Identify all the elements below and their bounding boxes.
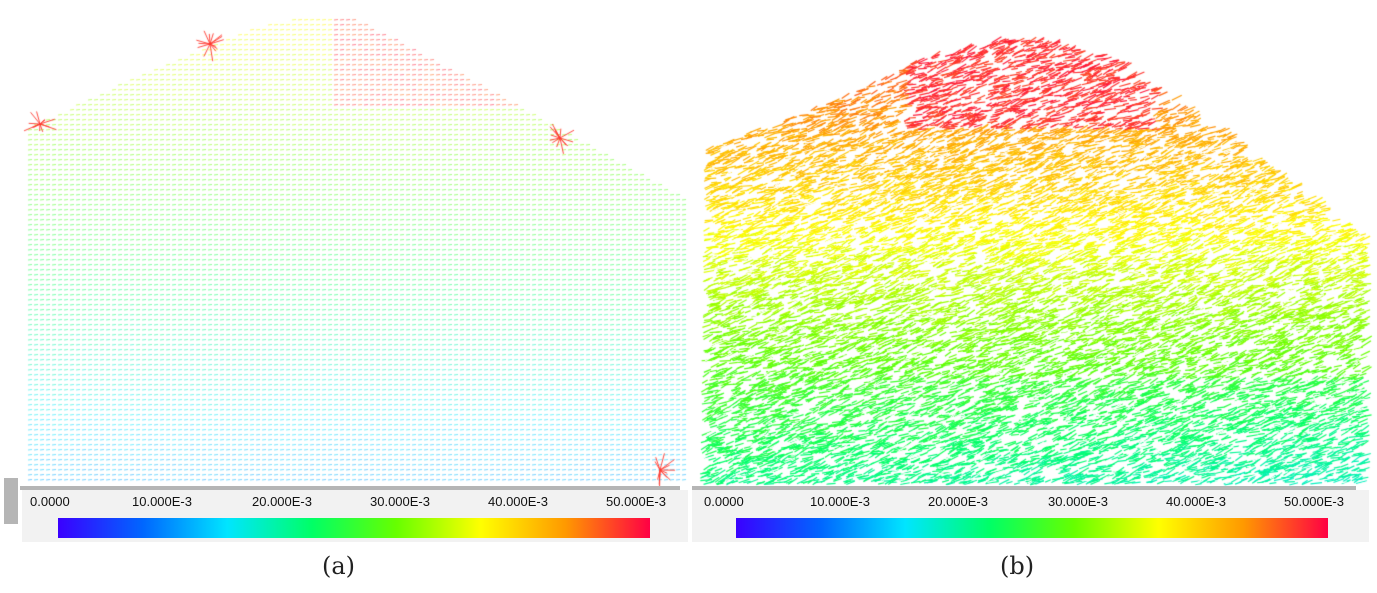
color-bar-b (736, 518, 1328, 538)
legend-tick: 20.000E-3 (928, 494, 988, 509)
legend-top-divider-a (20, 486, 680, 490)
vector-field-canvas-a (0, 0, 690, 490)
legend-tick: 30.000E-3 (370, 494, 430, 509)
color-bar-a (58, 518, 650, 538)
legend-tick: 20.000E-3 (252, 494, 312, 509)
legend-tick: 0.0000 (30, 494, 70, 509)
legend-tick: 40.000E-3 (1166, 494, 1226, 509)
caption-b: (b) (1000, 552, 1035, 580)
vector-plot-a: 0.0000 10.000E-3 20.000E-3 30.000E-3 40.… (0, 0, 690, 545)
legend-tick: 10.000E-3 (810, 494, 870, 509)
caption-a: (a) (322, 552, 356, 580)
vector-plot-b: 0.0000 10.000E-3 20.000E-3 30.000E-3 40.… (692, 0, 1377, 545)
legend-tick: 40.000E-3 (488, 494, 548, 509)
legend-tick: 0.0000 (704, 494, 744, 509)
legend-top-divider-b (692, 486, 1356, 490)
color-legend-b: 0.0000 10.000E-3 20.000E-3 30.000E-3 40.… (692, 490, 1369, 542)
legend-tick: 10.000E-3 (132, 494, 192, 509)
color-legend-a: 0.0000 10.000E-3 20.000E-3 30.000E-3 40.… (22, 490, 688, 542)
legend-left-divider-a (4, 478, 18, 524)
vector-field-canvas-b (692, 0, 1377, 490)
legend-tick: 50.000E-3 (1284, 494, 1344, 509)
legend-tick: 50.000E-3 (606, 494, 666, 509)
legend-tick: 30.000E-3 (1048, 494, 1108, 509)
